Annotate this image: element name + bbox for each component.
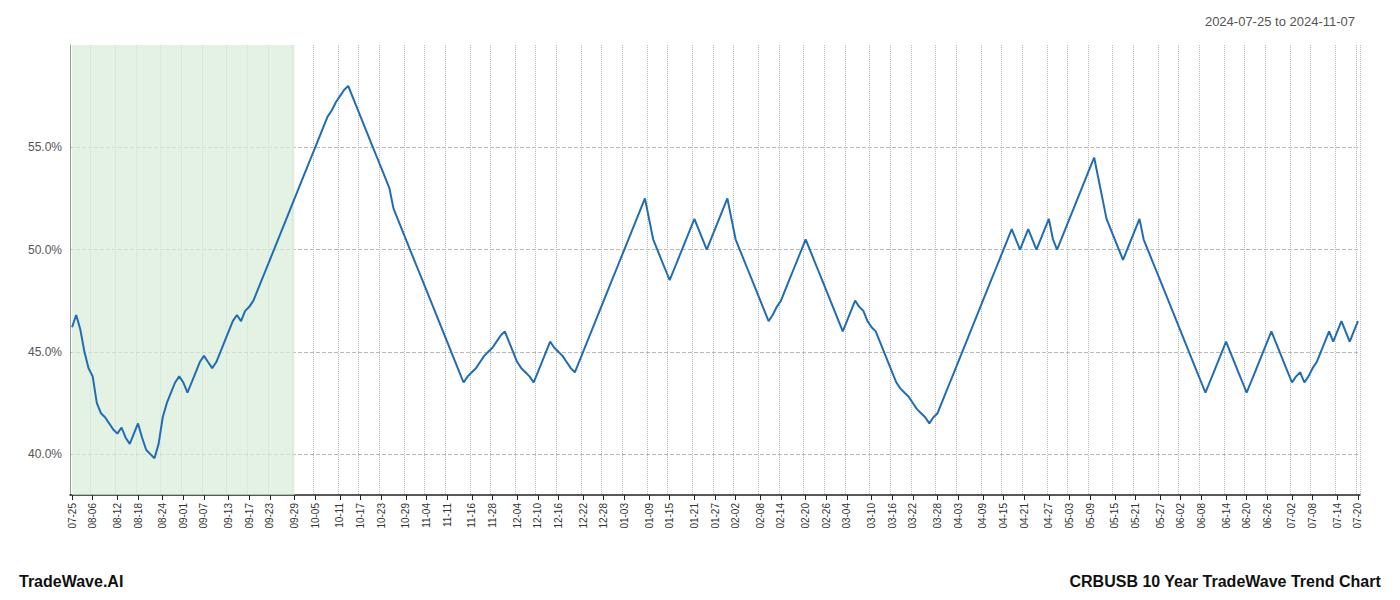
svg-text:11-04: 11-04	[421, 503, 432, 528]
svg-text:10-23: 10-23	[376, 503, 387, 529]
svg-text:CRBUSB 10 Year TradeWave Trend: CRBUSB 10 Year TradeWave Trend Chart	[1069, 573, 1381, 590]
svg-text:02-20: 02-20	[800, 503, 811, 529]
svg-text:12-04: 12-04	[512, 503, 523, 529]
svg-text:06-14: 06-14	[1221, 503, 1232, 529]
svg-text:45.0%: 45.0%	[28, 345, 62, 359]
svg-text:10-11: 10-11	[334, 503, 345, 528]
svg-text:01-27: 01-27	[710, 503, 721, 529]
svg-text:12-28: 12-28	[598, 503, 609, 529]
svg-text:09-29: 09-29	[289, 503, 300, 529]
svg-text:02-26: 02-26	[821, 503, 832, 529]
svg-text:09-01: 09-01	[178, 503, 189, 529]
svg-text:03-22: 03-22	[907, 503, 918, 529]
svg-text:12-10: 12-10	[532, 503, 543, 529]
svg-text:10-29: 10-29	[400, 503, 411, 529]
svg-text:55.0%: 55.0%	[28, 140, 62, 154]
svg-text:07-02: 07-02	[1286, 503, 1297, 529]
svg-text:07-14: 07-14	[1332, 503, 1343, 529]
svg-text:12-22: 12-22	[578, 503, 589, 529]
svg-text:02-08: 02-08	[755, 503, 766, 529]
svg-text:11-11: 11-11	[442, 503, 453, 528]
svg-text:01-03: 01-03	[619, 503, 630, 529]
svg-text:09-23: 09-23	[264, 503, 275, 529]
svg-text:08-24: 08-24	[157, 503, 168, 529]
svg-text:09-13: 09-13	[223, 503, 234, 529]
svg-text:01-09: 01-09	[644, 503, 655, 529]
svg-text:04-15: 04-15	[998, 503, 1009, 529]
svg-text:40.0%: 40.0%	[28, 447, 62, 461]
svg-text:05-15: 05-15	[1109, 503, 1120, 529]
svg-text:12-16: 12-16	[553, 503, 564, 529]
svg-text:01-21: 01-21	[689, 503, 700, 529]
svg-text:05-09: 05-09	[1085, 503, 1096, 529]
svg-text:03-16: 03-16	[887, 503, 898, 529]
svg-text:07-25: 07-25	[67, 503, 78, 529]
svg-text:03-28: 03-28	[932, 503, 943, 529]
svg-text:05-03: 05-03	[1064, 503, 1075, 529]
svg-text:04-27: 04-27	[1043, 503, 1054, 529]
svg-text:02-02: 02-02	[730, 503, 741, 529]
svg-text:11-16: 11-16	[466, 503, 477, 528]
svg-text:09-07: 09-07	[198, 503, 209, 529]
svg-text:10-17: 10-17	[355, 503, 366, 529]
svg-text:TradeWave.AI: TradeWave.AI	[19, 573, 123, 590]
svg-text:2024-07-25 to 2024-11-07: 2024-07-25 to 2024-11-07	[1205, 14, 1355, 29]
svg-text:09-17: 09-17	[244, 503, 255, 529]
svg-text:06-08: 06-08	[1196, 503, 1207, 529]
svg-text:10-05: 10-05	[310, 503, 321, 529]
svg-text:07-08: 07-08	[1307, 503, 1318, 529]
svg-text:05-27: 05-27	[1155, 503, 1166, 529]
svg-text:04-03: 04-03	[953, 503, 964, 529]
svg-text:08-12: 08-12	[112, 503, 123, 529]
svg-text:06-20: 06-20	[1241, 503, 1252, 529]
svg-text:06-02: 06-02	[1175, 503, 1186, 529]
svg-text:04-21: 04-21	[1019, 503, 1030, 529]
svg-text:01-15: 01-15	[664, 503, 675, 529]
svg-text:08-18: 08-18	[133, 503, 144, 529]
svg-text:06-26: 06-26	[1262, 503, 1273, 529]
svg-text:11-28: 11-28	[487, 503, 498, 528]
svg-text:03-10: 03-10	[866, 503, 877, 529]
svg-text:05-21: 05-21	[1130, 503, 1141, 529]
svg-text:50.0%: 50.0%	[28, 243, 62, 257]
svg-text:04-09: 04-09	[977, 503, 988, 529]
svg-text:02-14: 02-14	[775, 503, 786, 529]
svg-text:07-20: 07-20	[1352, 503, 1363, 529]
svg-text:08-06: 08-06	[87, 503, 98, 529]
svg-text:03-04: 03-04	[841, 503, 852, 529]
